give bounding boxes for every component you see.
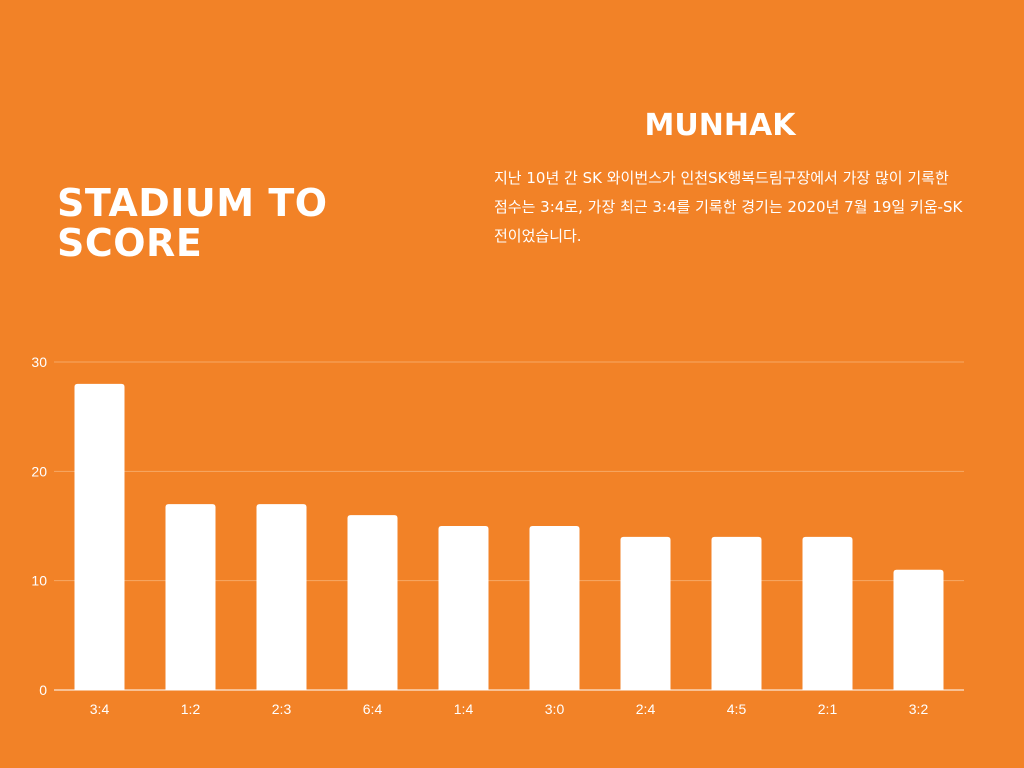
y-axis-ticks: 0 10 20 30 (31, 354, 47, 698)
y-tick-label: 10 (31, 573, 47, 589)
bar (438, 526, 489, 690)
x-tick-label: 2:4 (636, 701, 656, 717)
x-tick-label: 3:0 (545, 701, 565, 717)
bar (74, 383, 125, 690)
y-tick-label: 20 (31, 463, 47, 479)
bar (620, 536, 671, 690)
x-tick-label: 2:3 (272, 701, 292, 717)
x-tick-label: 1:2 (181, 701, 201, 717)
page-title: STADIUM TO SCORE (57, 181, 328, 265)
bar (165, 504, 216, 690)
description-text: 지난 10년 간 SK 와이번스가 인천SK행복드림구장에서 가장 많이 기록한… (494, 169, 963, 245)
bar (256, 504, 307, 690)
x-tick-label: 3:4 (90, 701, 110, 717)
bars (74, 383, 944, 690)
stadium-heading: MUNHAK (644, 108, 796, 143)
x-tick-label: 1:4 (454, 701, 474, 717)
bar (347, 515, 398, 690)
x-tick-label: 6:4 (363, 701, 383, 717)
bar (529, 526, 580, 690)
x-tick-label: 4:5 (727, 701, 747, 717)
bar (711, 536, 762, 690)
x-tick-label: 3:2 (909, 701, 929, 717)
bar (893, 569, 944, 690)
x-tick-label: 2:1 (818, 701, 838, 717)
bar (802, 536, 853, 690)
y-tick-label: 0 (39, 682, 47, 698)
y-tick-label: 30 (31, 354, 47, 370)
x-axis-ticks: 3:4 1:2 2:3 6:4 1:4 3:0 2:4 4:5 2:1 3:2 (90, 701, 929, 717)
